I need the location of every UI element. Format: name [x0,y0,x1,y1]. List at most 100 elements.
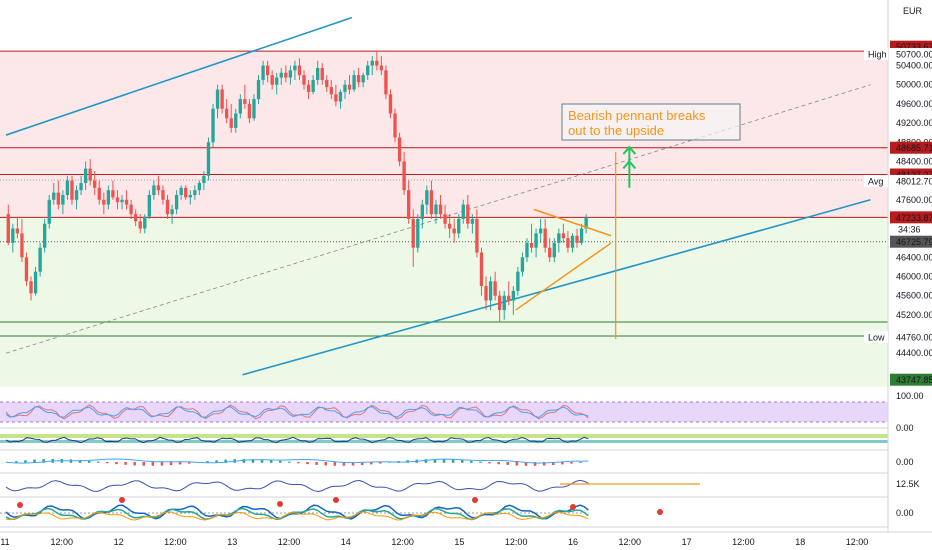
candle [438,194,443,219]
candle [425,185,429,215]
candle-body [33,271,38,294]
candle [111,180,115,200]
histogram-bar [151,462,155,466]
time-axis[interactable]: 11 12:00 12 12:00 13 12:00 14 12:00 15 12:00 16 12:… [0,531,932,547]
histogram-bar [479,461,482,463]
candle [256,75,261,104]
candle-body [366,65,370,76]
candle-body [47,199,51,224]
candle-body [111,190,115,198]
candle-body [238,99,242,114]
candle-body [43,223,47,248]
candle [557,228,561,253]
candle [284,65,288,83]
low-price-text: 44760.00 [896,332,932,342]
candle [43,218,47,253]
candle [538,218,543,243]
candle-body [265,65,270,76]
avg-price-label-bg [864,174,888,187]
candle [338,89,343,109]
osc-dot [657,509,663,515]
candle-body [261,65,265,80]
candle [475,209,479,258]
candle-body [284,72,288,78]
y-tick-label: 49200.00 [896,118,932,128]
candle [447,214,452,239]
candle [11,223,15,253]
candle-body [447,223,452,229]
candle-body [120,199,124,203]
candle [502,290,506,320]
candle [356,67,361,88]
histogram-bar [169,462,173,466]
breakout-arrow-head[interactable] [622,145,637,155]
histogram-bar [279,460,282,463]
candle-body [575,235,579,243]
price-axis[interactable]: 50400.0050000.0049600.0049200.0048800.00… [864,0,932,550]
histogram-bar [297,462,300,464]
candle-body [52,192,56,200]
candle [102,192,106,215]
candle [397,132,402,167]
candle [511,286,515,315]
candle [316,60,320,85]
x-tick-label: 13 [227,537,237,547]
osc-0-label: 0.00 [896,508,914,518]
candle-body [106,190,111,205]
pennant-lower-line[interactable] [515,242,612,311]
candle [302,70,306,90]
candle [552,238,556,263]
candle [347,75,352,95]
candle [24,252,29,287]
candle-body [197,183,202,191]
candle [548,238,552,263]
histogram-bar [433,459,437,463]
candle-body [202,175,206,184]
candle-body [502,295,506,311]
candle-body [416,218,420,248]
candle-body [379,65,384,71]
trendline-1[interactable] [242,199,871,376]
annotation-box[interactable]: Bearish pennant breaks out to the upside [561,103,741,141]
x-tick-label: 12:00 [846,537,869,547]
histogram-bar [24,460,27,463]
x-tick-label: 12:00 [619,537,642,547]
candle [88,159,92,186]
low-price-tag [890,330,932,343]
candle-body [88,168,92,181]
pennant-drawing[interactable] [515,145,637,339]
candle [343,79,347,100]
axis-background [888,0,932,550]
pennant-upper-line[interactable] [533,208,612,237]
candle-body [156,185,161,191]
candle-body [147,194,151,217]
trendline-0[interactable] [5,16,353,136]
candle [529,223,534,253]
candle [470,214,475,234]
candle-body [420,204,424,219]
candle-body [511,290,515,301]
candle-body [234,113,238,128]
candle [434,199,438,224]
trendline-2[interactable] [5,84,871,354]
macd-line [5,436,589,444]
y-tick-label: 45600.00 [896,291,932,301]
candle-body [215,89,220,109]
trendlines[interactable] [5,16,871,376]
candle [52,183,56,205]
candle-body [516,271,520,291]
avg-price-label: Avg [868,176,883,186]
candle [215,84,220,119]
candle-body [461,204,465,219]
x-tick-label: 14 [341,537,351,547]
candle-body [543,228,547,248]
candle [93,171,97,195]
candle [329,79,333,100]
y-tick-label: 50000.00 [896,80,932,90]
candle-body [520,257,525,272]
osc-dot [472,497,478,503]
candle [311,75,315,95]
candle [352,70,356,92]
histogram-bar [15,461,18,463]
